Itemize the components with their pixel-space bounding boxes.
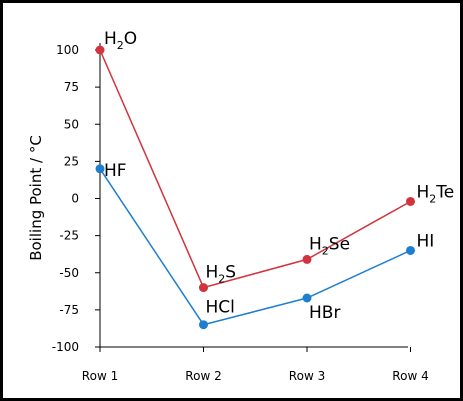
y-tick-label: -75 bbox=[59, 303, 79, 317]
series-layer: H2O H2S H2Se H2Te HF HCl HBr HI bbox=[95, 29, 455, 330]
point-label: HF bbox=[104, 161, 127, 181]
x-ticks: Row 1 Row 2 Row 3 Row 4 bbox=[82, 347, 429, 383]
y-tick-label: -100 bbox=[52, 340, 79, 354]
y-tick-label: -50 bbox=[59, 266, 79, 280]
data-point bbox=[95, 164, 105, 174]
series-1: HF HCl HBr HI bbox=[95, 161, 435, 330]
point-label: H2Te bbox=[417, 182, 455, 205]
x-tick-label: Row 1 bbox=[82, 369, 118, 383]
point-label: H2O bbox=[104, 29, 137, 52]
axes bbox=[99, 43, 408, 348]
data-point bbox=[199, 283, 208, 293]
series-0: H2O H2S H2Se H2Te bbox=[95, 29, 455, 293]
data-point bbox=[302, 254, 312, 264]
data-point bbox=[406, 196, 415, 206]
point-label: HBr bbox=[309, 303, 340, 323]
series-line bbox=[99, 168, 411, 326]
x-tick-label: Row 2 bbox=[185, 369, 221, 383]
y-tick-label: -25 bbox=[59, 229, 79, 243]
y-ticks: 100 75 50 25 0 -25 -50 -75 -100 bbox=[52, 43, 100, 354]
y-tick-label: 50 bbox=[64, 117, 79, 131]
y-tick-label: 75 bbox=[64, 80, 79, 94]
data-point bbox=[302, 293, 312, 303]
x-tick-label: Row 4 bbox=[392, 369, 428, 383]
point-label: HI bbox=[417, 231, 435, 251]
series-line bbox=[99, 49, 411, 289]
data-point bbox=[199, 320, 208, 330]
y-tick-label: 0 bbox=[71, 192, 79, 206]
point-label: H2S bbox=[206, 263, 237, 286]
x-tick-label: Row 3 bbox=[289, 369, 325, 383]
y-tick-label: 25 bbox=[64, 154, 79, 168]
data-point bbox=[406, 245, 415, 255]
point-label: H2Se bbox=[309, 234, 350, 257]
point-label: HCl bbox=[206, 298, 235, 318]
y-axis-label: Boiling Point / °C bbox=[27, 135, 45, 261]
data-point bbox=[95, 45, 105, 55]
y-tick-label: 100 bbox=[56, 43, 79, 57]
